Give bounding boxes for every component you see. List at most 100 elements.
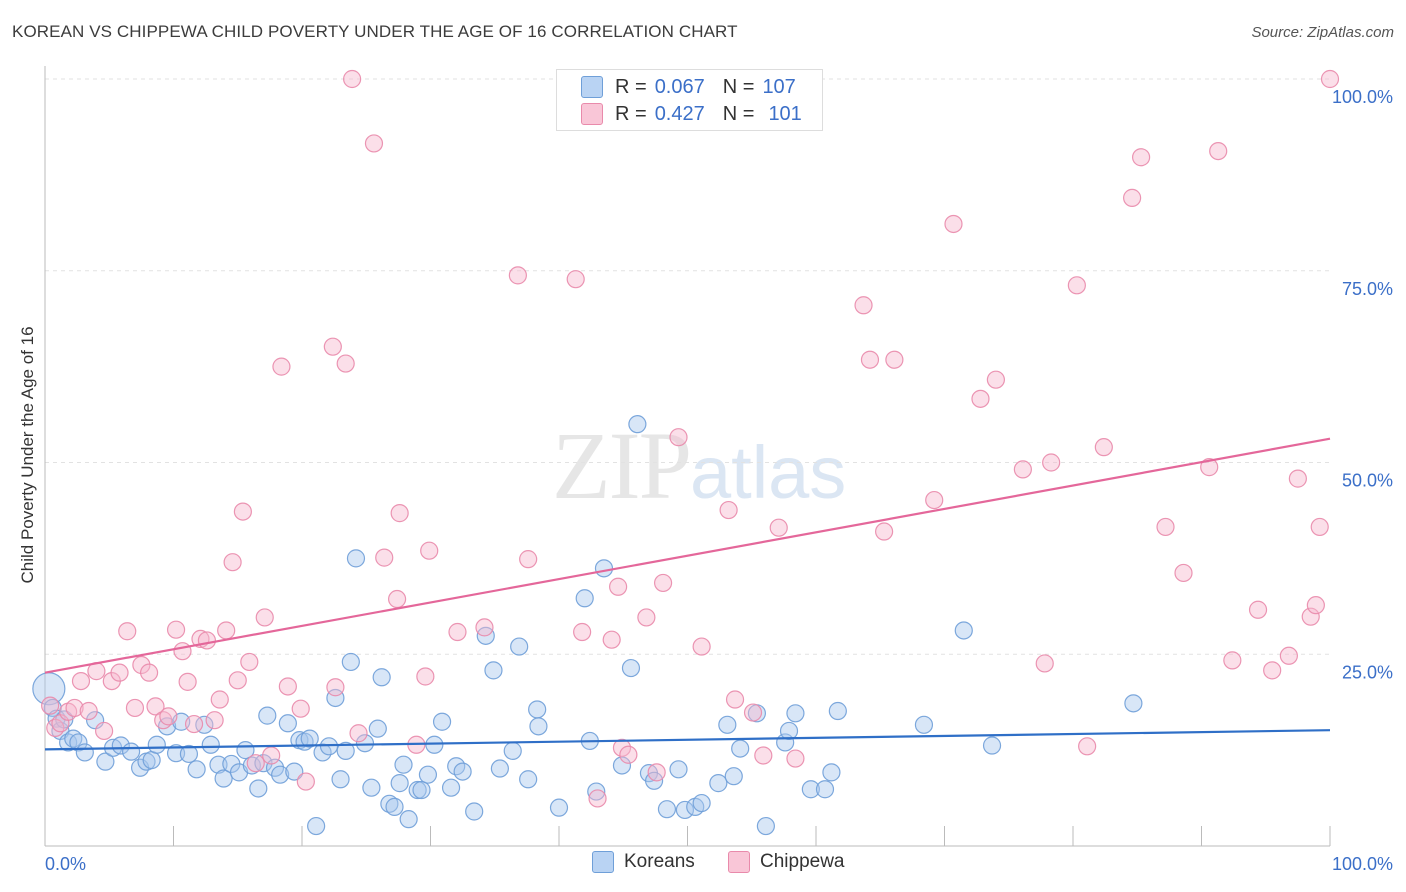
korean-point-71	[510, 637, 529, 656]
korean-point-17	[147, 735, 166, 754]
chippewa-point-62	[647, 763, 666, 782]
korean-point-47	[341, 652, 360, 672]
korean-point-95	[756, 816, 775, 836]
correlation-legend: R = 0.067 N = 107 R = 0.427 N = 101	[556, 69, 823, 131]
chippewa-point-60	[619, 745, 638, 764]
korean-point-69	[490, 759, 509, 778]
chippewa-point-5	[71, 671, 91, 691]
series-legend-koreans-label: Koreans	[624, 851, 695, 872]
korean-point-98	[786, 704, 805, 723]
chippewa-point-87	[1132, 148, 1151, 167]
chippewa-point-44	[375, 548, 394, 567]
chippewa-point-97	[1301, 607, 1320, 626]
chippewa-point-27	[223, 553, 242, 572]
korean-point-24	[201, 735, 220, 754]
chippewa-point-29	[233, 502, 252, 521]
koreans-n-value: 107	[762, 75, 796, 98]
chippewa-point-72	[854, 296, 873, 315]
korean-point-101	[822, 763, 841, 782]
legend-row-chippewa: R = 0.427 N = 101	[581, 102, 802, 126]
chippewa-point-30	[240, 652, 259, 672]
korean-point-54	[385, 797, 404, 816]
korean-point-35	[271, 765, 290, 784]
chippewa-point-51	[475, 618, 494, 637]
chippewa-point-64	[669, 428, 688, 447]
chippewa-point-95	[1279, 646, 1298, 665]
korean-point-16	[142, 750, 161, 770]
chippewa-point-68	[743, 703, 763, 722]
chippewa-point-58	[609, 577, 628, 596]
korean-point-106	[1124, 694, 1143, 713]
series-legend-koreans: Koreans	[592, 851, 695, 873]
korean-point-1	[43, 698, 62, 718]
korean-point-81	[621, 658, 641, 678]
chart-title: KOREAN VS CHIPPEWA CHILD POVERTY UNDER T…	[12, 22, 738, 41]
watermark-atlas: atlas	[690, 431, 847, 514]
korean-point-41	[307, 816, 326, 836]
chippewa-point-49	[420, 541, 439, 560]
chippewa-point-26	[217, 621, 236, 640]
korean-point-19	[166, 744, 186, 763]
chippewa-point-71	[786, 749, 805, 768]
korean-point-36	[278, 714, 297, 733]
chippewa-point-93	[1248, 600, 1268, 619]
korean-point-61	[425, 735, 444, 754]
korean-point-66	[465, 802, 484, 821]
korean-point-93	[731, 739, 750, 758]
y-tick-label-2: 75.0%	[1342, 279, 1393, 299]
korean-point-33	[258, 706, 277, 725]
chippewa-point-98	[1310, 517, 1329, 537]
chippewa-point-79	[986, 370, 1006, 389]
korean-point-60	[418, 765, 438, 784]
chippewa-point-34	[272, 357, 291, 376]
korean-point-59	[412, 780, 431, 800]
chippewa-point-14	[139, 663, 159, 682]
korean-point-70	[503, 741, 522, 760]
korean-point-49	[355, 734, 375, 753]
x-tick-label-min: 0.0%	[45, 854, 86, 874]
korean-point-86	[669, 760, 688, 779]
korean-point-51	[368, 719, 387, 738]
korean-point-23	[195, 715, 214, 734]
chippewa-point-52	[508, 266, 527, 285]
chippewa-point-38	[323, 337, 342, 356]
korean-point-58	[408, 780, 427, 800]
chippewa-point-46	[390, 504, 409, 523]
korean-point-102	[828, 701, 847, 721]
korean-point-7	[69, 733, 88, 752]
chippewa-point-45	[387, 589, 407, 609]
tick-labels: 25.0% 50.0% 75.0% 100.0% 0.0% 100.0%	[45, 87, 1393, 874]
watermark: ZIPatlas	[552, 410, 846, 521]
chippewa-point-83	[1067, 276, 1086, 295]
chippewa-point-86	[1123, 188, 1142, 207]
korean-point-97	[779, 721, 799, 741]
chippewa-point-88	[1156, 517, 1175, 537]
korean-point-82	[628, 415, 647, 434]
korean-point-50	[362, 778, 381, 797]
chippewa-point-91	[1209, 141, 1228, 161]
korean-point-8	[75, 743, 94, 762]
legend-r-label: R =	[615, 102, 647, 125]
chippewa-point-10	[110, 663, 129, 682]
korean-point-12	[111, 736, 130, 755]
chippewa-point-76	[925, 490, 944, 510]
koreans-swatch	[592, 851, 614, 873]
chippewa-swatch	[581, 103, 603, 125]
watermark-zip: ZIP	[552, 412, 692, 519]
chippewa-point-19	[173, 642, 192, 661]
chippewa-point-74	[875, 522, 894, 541]
chippewa-point-84	[1078, 737, 1097, 756]
chippewa-point-57	[602, 630, 621, 649]
korean-point-65	[453, 762, 472, 781]
korean-point-74	[529, 717, 548, 736]
chippewa-point-92	[1223, 651, 1242, 670]
korean-point-91	[718, 715, 737, 734]
korean-point-26	[214, 769, 233, 788]
korean-point-52	[372, 668, 391, 687]
korean-point-99	[801, 780, 820, 799]
chippewa-r-value: 0.427	[654, 102, 705, 125]
korean-point-104	[954, 621, 973, 640]
chippewa-point-12	[125, 698, 145, 718]
koreans-trend-line	[44, 729, 1331, 751]
chippewa-point-43	[364, 134, 384, 153]
